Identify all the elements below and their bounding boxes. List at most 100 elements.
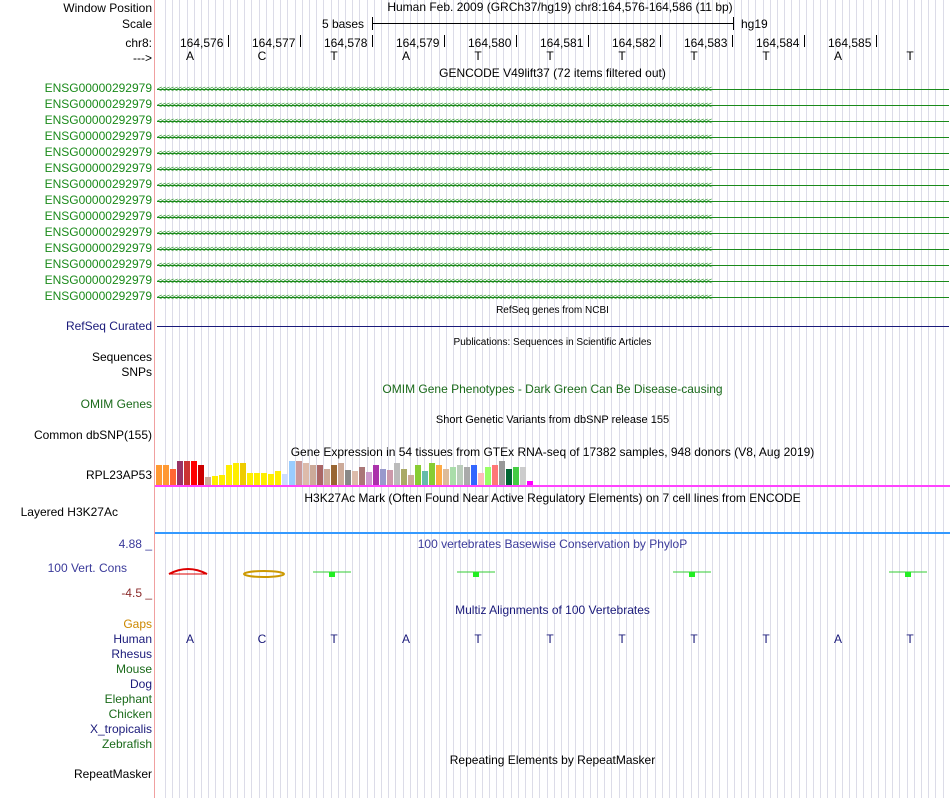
gtex-tissue-bar[interactable] <box>240 463 246 485</box>
gtex-tissue-bar[interactable] <box>520 467 526 485</box>
gencode-gene-line[interactable] <box>157 281 949 282</box>
omim-genes-label[interactable]: OMIM Genes <box>80 397 152 411</box>
gencode-gene-line[interactable] <box>157 89 949 90</box>
gtex-tissue-bar[interactable] <box>303 463 309 485</box>
phylop-title[interactable]: 100 vertebrates Basewise Conservation by… <box>417 537 688 551</box>
gtex-tissue-bar[interactable] <box>268 474 274 485</box>
gtex-tissue-bar[interactable] <box>226 465 232 485</box>
gencode-gene-line[interactable] <box>157 201 949 202</box>
gtex-tissue-bar[interactable] <box>338 463 344 485</box>
publications-title[interactable]: Publications: Sequences in Scientific Ar… <box>453 337 652 348</box>
gtex-tissue-bar[interactable] <box>177 461 183 485</box>
gtex-tissue-bar[interactable] <box>352 471 358 485</box>
layered-h3k27ac-label[interactable]: Layered H3K27Ac <box>20 505 118 519</box>
multiz-title[interactable]: Multiz Alignments of 100 Vertebrates <box>455 603 650 617</box>
gtex-tissue-bar[interactable] <box>254 473 260 485</box>
repeatmasker-label[interactable]: RepeatMasker <box>73 767 152 781</box>
gaps-label[interactable]: Gaps <box>123 617 152 631</box>
gtex-tissue-bar[interactable] <box>205 477 211 485</box>
gtex-tissue-bar[interactable] <box>471 465 477 485</box>
gencode-gene-line[interactable] <box>157 105 949 106</box>
gencode-gene-line[interactable] <box>157 137 949 138</box>
gencode-gene-line[interactable] <box>157 297 949 298</box>
gencode-gene-label[interactable]: ENSG00000292979 <box>44 225 152 239</box>
multiz-species-label[interactable]: X_tropicalis <box>89 722 152 736</box>
gtex-tissue-bar[interactable] <box>156 465 162 485</box>
refseq-curated-label[interactable]: RefSeq Curated <box>65 319 152 333</box>
gtex-tissue-bar[interactable] <box>198 465 204 485</box>
gtex-tissue-bar[interactable] <box>163 465 169 485</box>
gencode-gene-label[interactable]: ENSG00000292979 <box>44 145 152 159</box>
gtex-tissue-bar[interactable] <box>527 481 533 485</box>
gtex-tissue-bar[interactable] <box>457 465 463 485</box>
multiz-species-label[interactable]: Human <box>113 632 152 646</box>
gtex-tissue-bar[interactable] <box>415 465 421 485</box>
gencode-gene-label[interactable]: ENSG00000292979 <box>44 241 152 255</box>
gtex-tissue-bar[interactable] <box>191 461 197 485</box>
gtex-title[interactable]: Gene Expression in 54 tissues from GTEx … <box>290 445 815 459</box>
gtex-tissue-bar[interactable] <box>387 470 393 485</box>
gencode-gene-line[interactable] <box>157 217 949 218</box>
gtex-tissue-bar[interactable] <box>506 469 512 485</box>
gencode-gene-label[interactable]: ENSG00000292979 <box>44 289 152 303</box>
gtex-tissue-bar[interactable] <box>219 475 225 485</box>
gtex-tissue-bar[interactable] <box>345 470 351 485</box>
window-position-text[interactable]: Human Feb. 2009 (GRCh37/hg19) chr8:164,5… <box>387 0 733 14</box>
gtex-tissue-bar[interactable] <box>436 465 442 485</box>
gtex-tissue-bar[interactable] <box>310 465 316 485</box>
multiz-species-label[interactable]: Elephant <box>104 692 152 706</box>
refseq-title[interactable]: RefSeq genes from NCBI <box>496 305 609 316</box>
gencode-gene-line[interactable] <box>157 265 949 266</box>
common-dbsnp-label[interactable]: Common dbSNP(155) <box>33 428 152 442</box>
gtex-tissue-bar[interactable] <box>359 467 365 485</box>
gencode-gene-label[interactable]: ENSG00000292979 <box>44 257 152 271</box>
chrom-label[interactable]: chr8: <box>125 36 152 50</box>
gencode-gene-label[interactable]: ENSG00000292979 <box>44 81 152 95</box>
omim-title[interactable]: OMIM Gene Phenotypes - Dark Green Can Be… <box>382 382 723 396</box>
gencode-gene-label[interactable]: ENSG00000292979 <box>44 193 152 207</box>
gtex-tissue-bar[interactable] <box>289 461 295 485</box>
gencode-gene-line[interactable] <box>157 169 949 170</box>
gtex-tissue-bar[interactable] <box>380 469 386 485</box>
gencode-gene-label[interactable]: ENSG00000292979 <box>44 97 152 111</box>
scale-label[interactable]: Scale <box>121 17 152 31</box>
gencode-gene-label[interactable]: ENSG00000292979 <box>44 273 152 287</box>
gencode-gene-label[interactable]: ENSG00000292979 <box>44 129 152 143</box>
gencode-gene-label[interactable]: ENSG00000292979 <box>44 177 152 191</box>
multiz-species-label[interactable]: Dog <box>129 677 152 691</box>
gtex-tissue-bar[interactable] <box>450 467 456 485</box>
gtex-tissue-bar[interactable] <box>261 473 267 485</box>
gtex-tissue-bar[interactable] <box>170 469 176 485</box>
gtex-tissue-bar[interactable] <box>513 467 519 485</box>
gtex-tissue-bar[interactable] <box>184 461 190 485</box>
gencode-gene-label[interactable]: ENSG00000292979 <box>44 161 152 175</box>
window-position-label[interactable]: Window Position <box>63 1 152 15</box>
gtex-tissue-bar[interactable] <box>275 471 281 485</box>
gencode-gene-line[interactable] <box>157 153 949 154</box>
dbsnp-title[interactable]: Short Genetic Variants from dbSNP releas… <box>435 414 670 426</box>
gtex-tissue-bar[interactable] <box>499 461 505 485</box>
gtex-tissue-bar[interactable] <box>464 467 470 485</box>
gtex-tissue-bar[interactable] <box>401 469 407 485</box>
refseq-line[interactable] <box>157 326 949 327</box>
sequences-label[interactable]: Sequences <box>91 350 152 364</box>
snps-label[interactable]: SNPs <box>121 365 152 379</box>
repeatmasker-title[interactable]: Repeating Elements by RepeatMasker <box>449 753 656 767</box>
phylop-plot[interactable] <box>155 560 950 590</box>
gtex-tissue-bar[interactable] <box>247 473 253 485</box>
gtex-tissue-bar[interactable] <box>394 463 400 485</box>
multiz-species-label[interactable]: Rhesus <box>111 647 152 661</box>
gtex-gene-label[interactable]: RPL23AP53 <box>85 468 152 482</box>
gtex-tissue-bar[interactable] <box>422 471 428 485</box>
gencode-gene-line[interactable] <box>157 185 949 186</box>
gtex-tissue-bar[interactable] <box>485 467 491 485</box>
gtex-tissue-bar[interactable] <box>317 465 323 485</box>
h3k27ac-title[interactable]: H3K27Ac Mark (Often Found Near Active Re… <box>304 491 801 505</box>
gencode-gene-line[interactable] <box>157 121 949 122</box>
multiz-species-label[interactable]: Mouse <box>115 662 152 676</box>
multiz-species-label[interactable]: Zebrafish <box>101 737 152 751</box>
gencode-gene-label[interactable]: ENSG00000292979 <box>44 209 152 223</box>
vert-cons-label[interactable]: 100 Vert. Cons <box>47 561 127 575</box>
gtex-tissue-bar[interactable] <box>492 465 498 485</box>
gtex-tissue-bar[interactable] <box>443 469 449 485</box>
